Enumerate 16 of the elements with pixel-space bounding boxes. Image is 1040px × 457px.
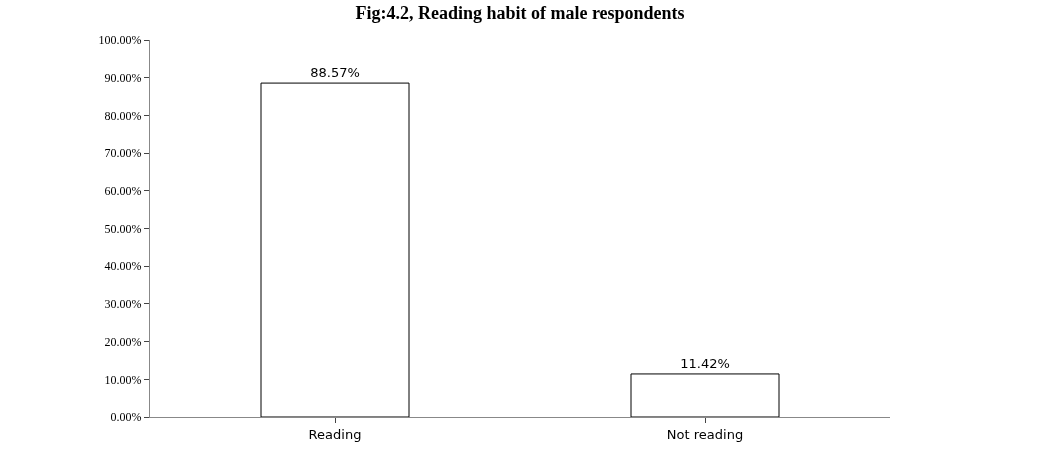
x-tick-label: Reading xyxy=(308,426,362,442)
y-tick-label: 40.00% xyxy=(104,259,142,274)
y-tick-label: 100.00% xyxy=(98,33,142,48)
y-tick-label: 0.00% xyxy=(110,410,142,425)
data-label: 11.42% xyxy=(680,355,730,371)
chart-title: Fig:4.2, Reading habit of male respondents xyxy=(355,3,685,24)
y-tick-label: 80.00% xyxy=(104,108,142,123)
y-tick-label: 50.00% xyxy=(104,221,142,236)
x-tick-label: Not reading xyxy=(666,426,744,442)
y-tick-label: 70.00% xyxy=(104,146,142,161)
y-tick-label: 60.00% xyxy=(104,184,142,198)
y-tick-label: 20.00% xyxy=(104,334,142,349)
data-label: 88.57% xyxy=(310,65,360,81)
y-tick-label: 30.00% xyxy=(104,297,142,312)
y-tick-label: 10.00% xyxy=(104,372,142,387)
y-tick-label: 90.00% xyxy=(104,70,142,85)
